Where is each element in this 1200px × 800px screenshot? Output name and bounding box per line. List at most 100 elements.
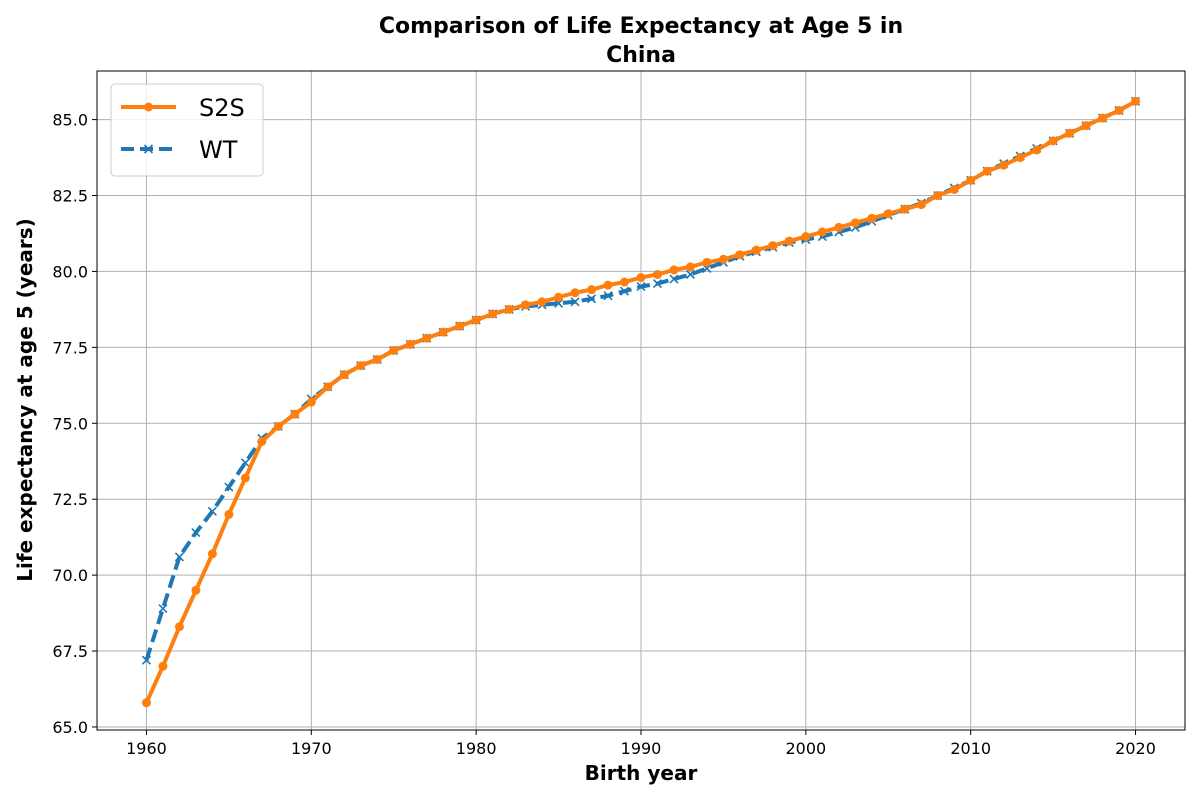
data-point-s2s: [636, 273, 646, 283]
data-point-s2s: [290, 409, 300, 419]
legend-label-s2s: S2S: [199, 94, 245, 122]
y-tick-label: 85.0: [52, 111, 88, 130]
data-point-s2s: [834, 222, 844, 232]
data-point-s2s: [191, 585, 201, 595]
data-point-s2s: [735, 250, 745, 260]
x-marker-stroke: [619, 286, 630, 296]
x-tick-label: 1960: [126, 739, 167, 758]
data-point-s2s: [389, 345, 399, 355]
x-marker-stroke: [685, 269, 696, 280]
data-point-s2s: [1131, 96, 1141, 106]
data-point-wt: [619, 286, 630, 296]
data-point-s2s: [471, 315, 481, 325]
x-axis-label: Birth year: [585, 761, 698, 785]
data-point-s2s: [685, 262, 695, 272]
chart-title-line-2: China: [606, 43, 676, 68]
y-tick-label: 82.5: [52, 187, 88, 206]
x-tick-label: 2020: [1115, 739, 1156, 758]
data-point-wt: [586, 294, 597, 304]
data-point-s2s: [323, 382, 333, 392]
legend-label-wt: WT: [199, 136, 238, 164]
data-point-s2s: [718, 254, 728, 264]
y-tick-label: 65.0: [52, 718, 88, 737]
data-point-s2s: [1114, 105, 1124, 115]
data-point-s2s: [356, 361, 366, 371]
data-point-s2s: [1065, 128, 1075, 138]
x-marker-stroke: [669, 274, 679, 284]
x-marker-stroke: [143, 144, 154, 154]
data-point-wt: [652, 279, 663, 289]
data-point-s2s: [306, 397, 316, 407]
x-marker-stroke: [586, 294, 597, 304]
data-point-s2s: [1081, 121, 1091, 131]
data-point-wt: [191, 528, 201, 538]
data-point-s2s: [603, 280, 613, 290]
legend: S2S WT: [110, 83, 264, 177]
data-point-wt: [669, 274, 679, 284]
data-point-wt: [207, 506, 217, 516]
data-point-s2s: [768, 241, 778, 251]
data-point-s2s: [916, 200, 926, 210]
data-point-s2s: [158, 661, 168, 671]
tick-layer: 1960 1970 1980 1990 2000 2010 2020 65.0 67.5 70.0…: [52, 111, 1156, 758]
data-point-wt: [141, 655, 152, 665]
x-tick-label: 1980: [456, 739, 497, 758]
x-tick-label: 2010: [950, 739, 991, 758]
data-point-s2s: [554, 292, 564, 302]
data-point-s2s: [438, 327, 448, 337]
chart-title-line-1: Comparison of Life Expectancy at Age 5 i…: [379, 14, 903, 39]
data-point-s2s: [982, 166, 992, 176]
data-point-wt: [570, 297, 580, 307]
data-point-s2s: [488, 309, 498, 319]
data-point-s2s: [455, 321, 465, 331]
data-point-s2s: [620, 277, 630, 287]
series-layer: [141, 96, 1141, 708]
data-point-s2s: [850, 218, 860, 228]
data-point-wt: [240, 458, 250, 468]
data-point-wt: [158, 603, 168, 614]
y-tick-label: 77.5: [52, 338, 88, 357]
data-point-wt: [224, 482, 234, 492]
data-point-wt: [685, 269, 696, 280]
data-point-s2s: [521, 300, 531, 310]
data-point-s2s: [1098, 113, 1108, 123]
x-marker-stroke: [636, 282, 646, 292]
data-point-wt: [603, 291, 613, 301]
y-tick-label: 80.0: [52, 262, 88, 281]
data-point-s2s: [504, 304, 514, 314]
legend-marker-s2s: [144, 102, 153, 112]
data-point-s2s: [867, 213, 877, 223]
x-marker-stroke: [240, 458, 250, 468]
data-point-s2s: [900, 204, 910, 214]
y-tick-label: 67.5: [52, 642, 88, 661]
series-s2s: [141, 96, 1141, 708]
y-tick-label: 72.5: [52, 490, 88, 509]
data-point-s2s: [751, 245, 761, 255]
x-marker-stroke: [603, 291, 613, 301]
x-marker-stroke: [207, 506, 217, 516]
legend-marker-wt: [143, 144, 154, 154]
data-point-s2s: [669, 265, 679, 275]
data-point-s2s: [174, 622, 184, 632]
x-marker-stroke: [570, 297, 580, 307]
data-point-wt: [174, 552, 184, 562]
x-marker-stroke: [174, 552, 184, 562]
data-point-s2s: [1048, 136, 1058, 146]
data-point-s2s: [1032, 145, 1042, 155]
data-point-s2s: [933, 191, 943, 201]
data-point-s2s: [224, 509, 234, 519]
x-marker-stroke: [141, 655, 152, 665]
data-point-s2s: [372, 355, 382, 365]
data-point-s2s: [652, 269, 662, 279]
data-point-s2s: [702, 257, 712, 267]
data-point-wt: [636, 282, 646, 292]
data-point-s2s: [405, 339, 415, 349]
data-point-s2s: [784, 236, 794, 246]
data-point-s2s: [817, 227, 827, 237]
x-marker-stroke: [224, 482, 234, 492]
data-point-s2s: [141, 698, 151, 708]
data-point-s2s: [570, 288, 580, 298]
y-tick-label: 70.0: [52, 566, 88, 585]
data-point-s2s: [801, 232, 811, 242]
